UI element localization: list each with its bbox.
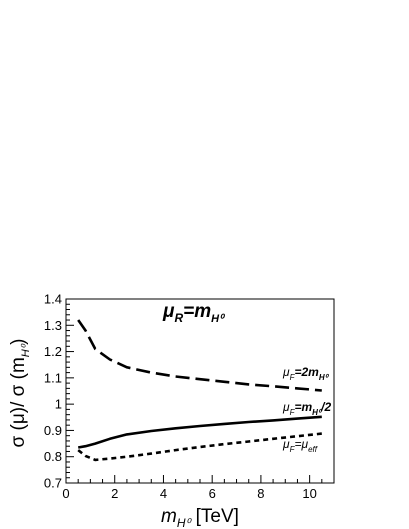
y-axis-title: σ (μ)/ σ (mH⁰) — [8, 338, 32, 447]
curve-label-mueff-mid: =μ — [294, 437, 308, 451]
series-line-2 — [77, 432, 322, 462]
y-tick-label: 1.4 — [44, 292, 62, 307]
curve-label-2mh: μF=2mH⁰ — [282, 365, 330, 382]
curve-label-mueff-sub: F — [290, 445, 296, 454]
chart-title: μR=mH⁰ — [162, 301, 226, 325]
x-axis-title-tail: [TeV] — [190, 506, 239, 527]
x-tick-label: 2 — [111, 486, 118, 501]
curve-label-2mh-base: μ — [282, 365, 290, 379]
x-tick-label: 0 — [62, 486, 69, 501]
y-tick-label: 0.9 — [44, 423, 62, 438]
x-axis-title-base: m — [161, 506, 177, 527]
x-axis-title: mH⁰ [TeV] — [161, 506, 239, 529]
x-tick-label: 10 — [302, 486, 316, 501]
x-tick-label: 8 — [257, 486, 264, 501]
y-axis-title-head: σ (μ)/ σ (m — [8, 357, 29, 447]
curve-label-mh-half-mid: =m — [294, 400, 312, 414]
curve-label-mh-half: μF=mH⁰/2 — [282, 400, 331, 417]
plot-frame — [65, 298, 335, 484]
curve-label-mueff-sub2: eff — [308, 445, 318, 454]
x-tick-label: 6 — [209, 486, 216, 501]
curve-label-mh-half-sub2: H⁰ — [312, 408, 323, 417]
y-tick-label: 1.2 — [44, 344, 62, 359]
y-tick-label: 0.8 — [44, 449, 62, 464]
curve-label-2mh-sub: F — [290, 373, 296, 382]
y-tick-label: 1 — [55, 397, 62, 412]
y-tick-label: 1.3 — [44, 318, 62, 333]
x-tick-label: 4 — [160, 486, 167, 501]
chart-title-sub: R — [174, 311, 183, 325]
series-line-0 — [77, 319, 322, 392]
y-tick-label: 0.7 — [44, 476, 62, 491]
curve-label-mh-half-base: μ — [282, 400, 290, 414]
chart-title-sub2: H⁰ — [211, 313, 226, 325]
curve-label-mh-half-tail: /2 — [320, 400, 331, 414]
y-axis-title-tail: ) — [8, 338, 29, 344]
x-axis-title-sub: H⁰ — [177, 516, 193, 529]
curve-label-mh-half-sub: F — [290, 408, 296, 417]
y-axis-title-sub: H⁰ — [20, 343, 32, 357]
series-line-1 — [77, 415, 322, 449]
axis-ticks: 0 2 4 6 8 10 0.7 0.8 0.9 1 1.1 1.2 1.3 1.4 — [44, 292, 335, 501]
curves — [77, 319, 322, 462]
curve-label-mueff-base: μ — [282, 437, 290, 451]
curve-label-2mh-sub2: H⁰ — [319, 373, 330, 382]
chart-title-base: μ — [162, 301, 175, 322]
curve-label-mueff: μF=μeff — [282, 437, 318, 454]
curve-label-2mh-mid: =2m — [294, 365, 319, 379]
y-tick-label: 1.1 — [44, 370, 62, 385]
chart-title-mid: =m — [183, 301, 211, 322]
